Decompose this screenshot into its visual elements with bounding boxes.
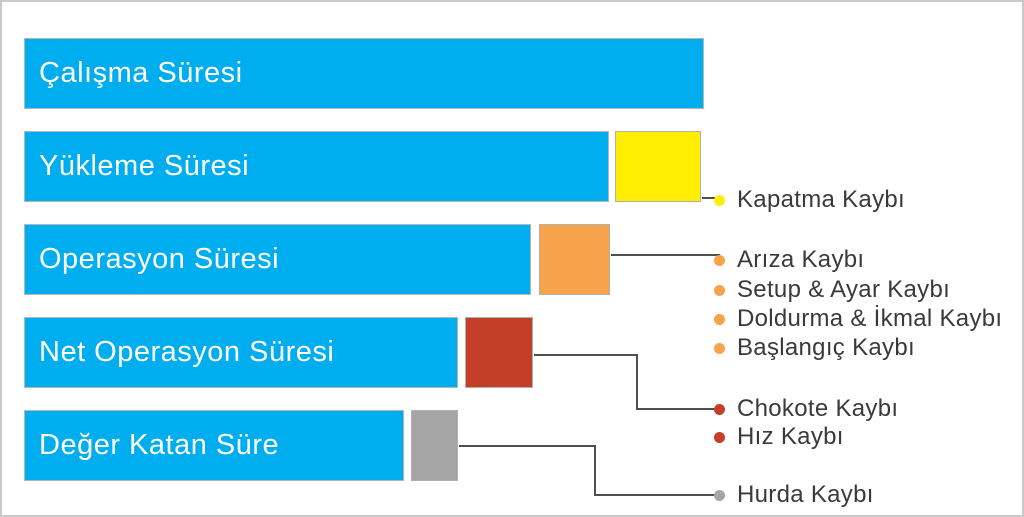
legend-item-baslangic-kaybi: Başlangıç Kaybı [714, 334, 915, 362]
legend-item-chokote-kaybi: Chokote Kaybı [714, 395, 898, 423]
legend-label: Hız Kaybı [737, 423, 844, 450]
connector-chokote-h2 [636, 408, 720, 410]
bar-label-operasyon-suresi: Operasyon Süresi [39, 243, 280, 275]
legend-item-doldurma-ikmal-kaybi: Doldurma & İkmal Kaybı [714, 305, 1002, 333]
connector-hurda-h1 [459, 445, 595, 447]
connector-chokote-h1 [534, 354, 637, 356]
orange-bullet-icon [714, 254, 725, 266]
red-bullet-icon [714, 403, 725, 415]
bar-label-yukleme-suresi: Yükleme Süresi [39, 150, 250, 182]
kapatma-kaybi-block [615, 131, 701, 202]
legend-label: Kapatma Kaybı [737, 186, 905, 213]
legend-label: Chokote Kaybı [737, 395, 899, 422]
bar-yukleme-suresi: Yükleme Süresi [24, 131, 609, 202]
orange-bullet-icon [714, 284, 725, 296]
connector-hurda-h2 [594, 494, 720, 496]
bar-deger-katan-sure: Değer Katan Süre [24, 410, 404, 481]
orange-bullet-icon [714, 313, 725, 325]
orange-bullet-icon [714, 342, 725, 354]
red-bullet-icon [714, 431, 725, 443]
legend-label: Başlangıç Kaybı [737, 334, 915, 361]
legend-label: Setup & Ayar Kaybı [737, 276, 951, 303]
hiz-kayiplari-block [465, 317, 533, 388]
legend-label: Arıza Kaybı [737, 246, 865, 273]
bar-operasyon-suresi: Operasyon Süresi [24, 224, 531, 295]
legend-item-ariza-kaybi: Arıza Kaybı [714, 246, 864, 274]
legend-item-kapatma-kaybi: Kapatma Kaybı [714, 186, 905, 214]
connector-hurda-v [594, 445, 596, 495]
connector-chokote-v [636, 354, 638, 409]
legend-item-hiz-kaybi: Hız Kaybı [714, 423, 844, 451]
hurda-kaybi-block [411, 410, 458, 481]
bar-calisma-suresi: Çalışma Süresi [24, 38, 704, 109]
operasyon-kayiplari-block [539, 224, 610, 295]
legend-label: Hurda Kaybı [737, 481, 874, 508]
connector-kapatma [702, 197, 719, 199]
bar-label-calisma-suresi: Çalışma Süresi [39, 57, 243, 89]
gray-bullet-icon [714, 489, 725, 501]
yellow-bullet-icon [714, 194, 725, 206]
legend-item-hurda-kaybi: Hurda Kaybı [714, 481, 874, 509]
legend-item-setup-ayar-kaybi: Setup & Ayar Kaybı [714, 276, 950, 304]
bar-label-net-operasyon-suresi: Net Operasyon Süresi [39, 336, 335, 368]
legend-label: Doldurma & İkmal Kaybı [737, 305, 1003, 332]
connector-ariza [611, 254, 720, 256]
bar-label-deger-katan-sure: Değer Katan Süre [39, 429, 280, 461]
bar-net-operasyon-suresi: Net Operasyon Süresi [24, 317, 458, 388]
